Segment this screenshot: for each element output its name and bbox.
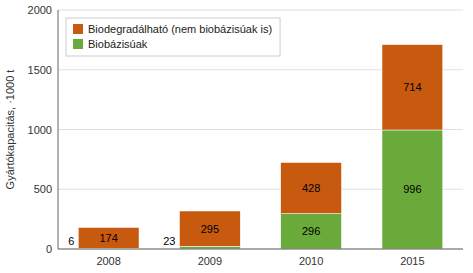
- bar: [281, 162, 342, 213]
- x-tick-label: 2015: [400, 255, 424, 267]
- legend-swatch: [73, 39, 83, 49]
- x-tick-label: 2008: [96, 255, 120, 267]
- grid-line: [58, 10, 463, 11]
- legend-swatch: [73, 24, 83, 34]
- legend-label: Biobázisúak: [88, 38, 148, 50]
- bar: [281, 214, 342, 249]
- legend-frame: [66, 18, 280, 56]
- data-label: 295: [201, 223, 219, 235]
- x-axis-line: [58, 249, 463, 250]
- x-tick-label: 2010: [299, 255, 323, 267]
- legend-label: Biodegradálható (nem biobázisúak is): [88, 23, 272, 35]
- data-label: 23: [163, 235, 175, 247]
- data-label: 714: [403, 81, 421, 93]
- bar: [180, 211, 241, 246]
- data-label: 174: [99, 232, 117, 244]
- data-label: 996: [403, 183, 421, 195]
- y-tick-label: 0: [46, 243, 52, 255]
- legend: Biodegradálható (nem biobázisúak is) Biob…: [66, 18, 280, 56]
- y-tick-label: 1500: [28, 64, 52, 76]
- data-label: 6: [68, 235, 74, 247]
- y-axis-label: Gyártókapacitás, ·1000 t: [4, 70, 16, 190]
- bars: [78, 45, 443, 249]
- data-label: 428: [302, 182, 320, 194]
- y-tick-label: 2000: [28, 4, 52, 16]
- bar: [382, 45, 443, 130]
- data-label: 296: [302, 225, 320, 237]
- y-tick-label: 500: [34, 183, 52, 195]
- chart: 0 500 1000 1500 2000 Gyártókapacitás, ·1000 t…: [0, 0, 473, 273]
- y-axis-line: [58, 10, 59, 249]
- grid-line: [58, 249, 463, 250]
- bar: [78, 227, 139, 248]
- x-tick-label: 2009: [198, 255, 222, 267]
- y-tick-label: 1000: [28, 124, 52, 136]
- bar: [382, 130, 443, 249]
- data-labels: 6 23 296 996 174 295 428 714: [68, 81, 421, 247]
